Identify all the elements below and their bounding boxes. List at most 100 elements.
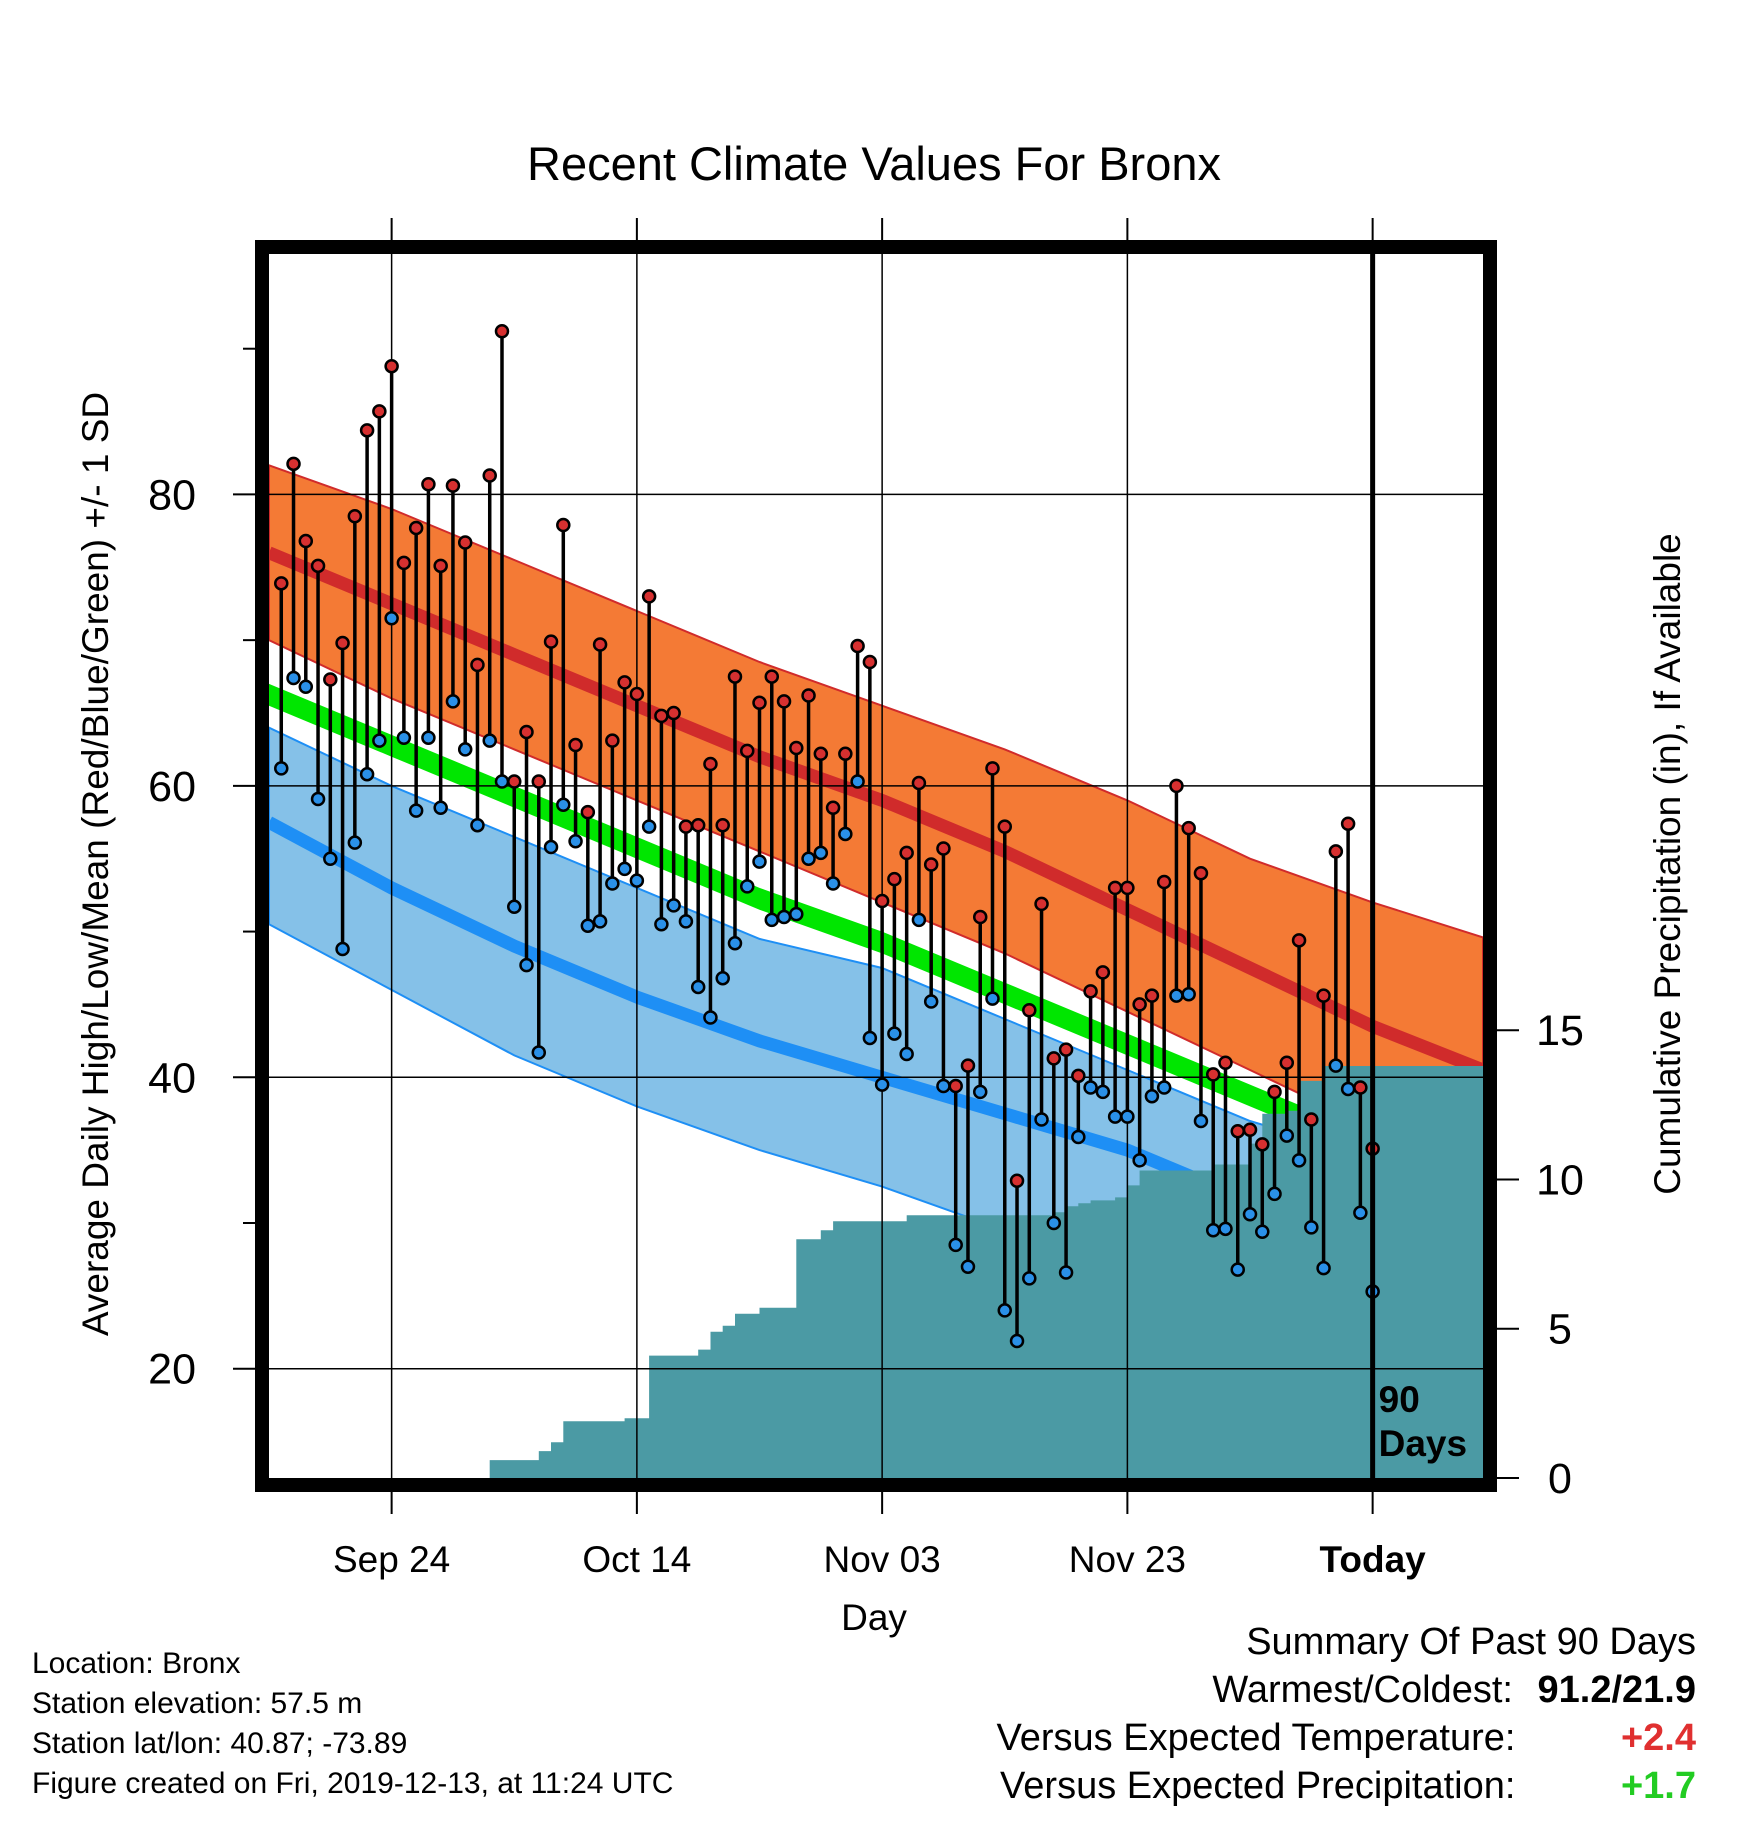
low-point: [568, 833, 583, 849]
low-point: [1120, 1109, 1135, 1124]
low-point: [801, 851, 816, 866]
high-point: [727, 669, 743, 684]
low-point: [960, 1259, 976, 1274]
x-tick-label: Oct 14: [582, 1539, 691, 1580]
y-tick-label-right: 10: [1536, 1156, 1584, 1204]
x-tick-label: Sep 24: [333, 1539, 450, 1580]
elevation-text: Station elevation: 57.5 m: [32, 1687, 363, 1720]
high-point: [384, 358, 399, 374]
low-point: [274, 761, 289, 776]
high-point: [739, 743, 755, 759]
high-point: [1144, 988, 1160, 1003]
high-point: [1304, 1112, 1319, 1127]
warmest-coldest-value: 91.2/21.9: [1537, 1669, 1696, 1711]
high-point: [1340, 816, 1356, 831]
high-point: [1046, 1051, 1062, 1066]
high-point: [1083, 984, 1098, 999]
low-point: [1353, 1205, 1368, 1221]
high-point: [1132, 997, 1147, 1012]
low-point: [384, 611, 399, 626]
high-point: [752, 695, 767, 711]
low-point: [825, 876, 841, 891]
low-point: [580, 918, 596, 933]
low-point: [507, 899, 522, 915]
high-point: [470, 657, 485, 673]
precip-anomaly-value: +1.7: [1620, 1765, 1696, 1807]
high-point: [899, 845, 914, 861]
x-tick-label: Nov 03: [824, 1539, 941, 1580]
high-point: [592, 637, 608, 652]
high-point: [690, 817, 706, 833]
low-point: [1193, 1113, 1209, 1129]
y-tick-label-right: 15: [1536, 1007, 1584, 1055]
high-point: [960, 1058, 976, 1073]
low-point: [899, 1046, 914, 1062]
y-tick-label-left: 80: [148, 471, 196, 519]
low-point: [531, 1045, 547, 1060]
high-point: [789, 740, 804, 756]
high-point: [1328, 844, 1344, 859]
low-point: [323, 851, 338, 866]
low-point: [1205, 1223, 1221, 1238]
warmest-coldest-row: Warmest/Coldest: 91.2/21.9: [997, 1666, 1696, 1714]
high-point: [274, 576, 289, 591]
y-tick-label-left: 60: [148, 763, 196, 811]
location-text: Location: Bronx: [32, 1647, 241, 1680]
temp-anomaly-row: Versus Expected Temperature: +2.4: [997, 1714, 1696, 1762]
x-tick-label: Nov 23: [1069, 1539, 1186, 1580]
low-point: [335, 941, 350, 957]
high-point: [641, 589, 657, 604]
precipitation-area: [489, 1066, 1483, 1478]
precip-anomaly-row: Versus Expected Precipitation: +1.7: [997, 1762, 1696, 1810]
low-point: [347, 835, 363, 850]
low-point: [1107, 1109, 1123, 1124]
high-point: [1230, 1123, 1245, 1139]
high-point: [605, 733, 620, 748]
x-tick-label: Today: [1320, 1539, 1427, 1580]
low-point: [838, 826, 853, 842]
high-point: [1095, 965, 1111, 980]
low-point: [641, 819, 657, 834]
high-point: [1107, 880, 1123, 896]
high-point: [531, 774, 547, 789]
low-point: [1230, 1262, 1245, 1277]
high-point: [323, 672, 338, 687]
low-point: [1046, 1215, 1062, 1231]
low-point: [1083, 1080, 1098, 1095]
low-point: [482, 733, 497, 748]
high-point: [666, 705, 681, 721]
high-point: [1181, 820, 1196, 836]
temp-anomaly-value: +2.4: [1620, 1717, 1696, 1759]
low-point: [1291, 1153, 1307, 1168]
low-point: [690, 979, 706, 995]
low-point: [617, 861, 632, 877]
low-point: [1340, 1081, 1356, 1097]
high-point: [372, 404, 387, 419]
high-point: [1022, 1003, 1037, 1018]
y-tick-label-right: 0: [1548, 1455, 1572, 1503]
low-point: [605, 876, 620, 891]
high-point: [911, 775, 927, 791]
low-point: [310, 791, 326, 807]
high-point: [1009, 1173, 1025, 1188]
low-point: [359, 766, 375, 782]
low-point: [923, 994, 939, 1009]
low-point: [776, 909, 792, 925]
today-days-label: 90: [1379, 1379, 1420, 1420]
high-point: [580, 804, 596, 820]
low-point: [543, 839, 559, 855]
low-point: [1304, 1220, 1319, 1235]
low-point: [1242, 1207, 1258, 1222]
low-point: [948, 1237, 963, 1253]
low-point: [421, 730, 436, 746]
low-point: [1328, 1058, 1344, 1073]
high-point: [838, 746, 853, 762]
high-point: [286, 456, 301, 472]
low-point: [666, 898, 681, 913]
high-point: [703, 756, 718, 772]
low-point: [654, 917, 669, 932]
created-text: Figure created on Fri, 2019-12-13, at 11…: [32, 1767, 674, 1800]
low-point: [298, 679, 314, 695]
